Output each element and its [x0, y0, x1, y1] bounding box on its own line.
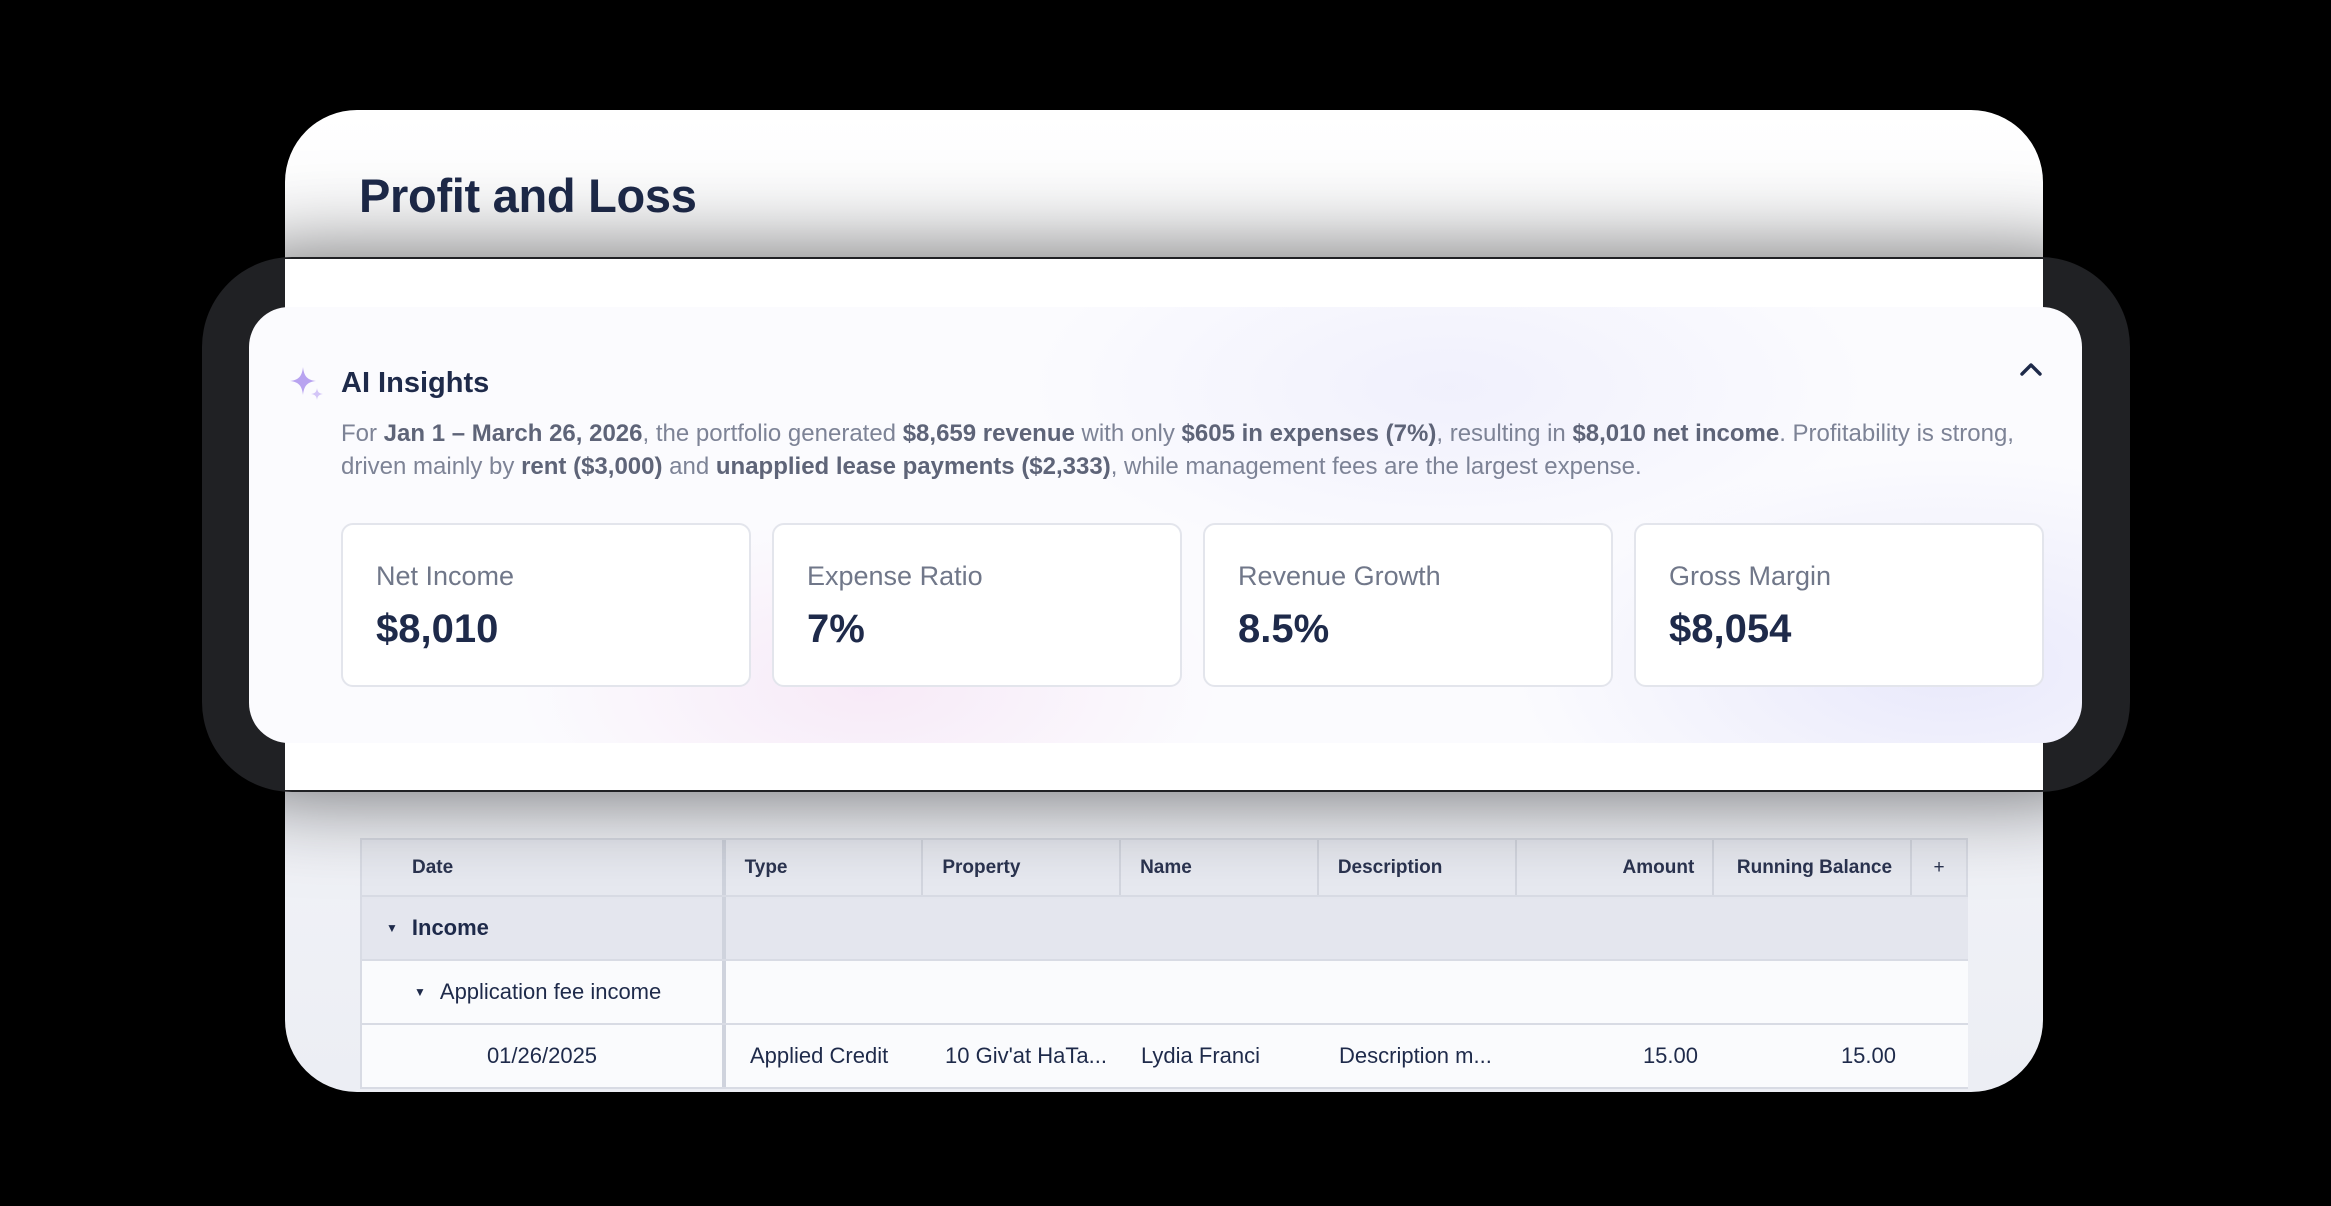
cell-type: Applied Credit — [750, 1043, 889, 1068]
table-row[interactable]: 01/26/2025 Applied Credit 10 Giv'at HaTa… — [360, 1025, 1968, 1089]
metric-label: Net Income — [376, 561, 515, 591]
metric-label: Gross Margin — [1669, 561, 1832, 591]
metric-label: Revenue Growth — [1238, 561, 1441, 591]
summary-date-range: Jan 1 – March 26, 2026 — [383, 420, 643, 447]
column-header-property[interactable]: Property — [923, 840, 1122, 895]
summary-text: , while management fees are the largest … — [1110, 453, 1642, 480]
summary-revenue: $8,659 revenue — [902, 420, 1075, 447]
group-label: Income — [411, 915, 489, 940]
caret-down-icon[interactable]: ▼ — [414, 985, 426, 999]
add-column-button[interactable]: + — [1933, 856, 1945, 878]
insights-summary: For Jan 1 – March 26, 2026, the portfoli… — [341, 417, 2061, 483]
summary-text: , the portfolio generated — [642, 420, 903, 447]
table-header: Date Type Property Name Description Amou… — [360, 838, 1968, 897]
subgroup-row-application-fee[interactable]: ▼ Application fee income — [360, 961, 1968, 1025]
metric-value: 8.5% — [1238, 607, 1330, 651]
page-title: Profit and Loss — [359, 169, 697, 222]
summary-text: , resulting in — [1436, 420, 1573, 447]
transactions-table: Date Type Property Name Description Amou… — [360, 838, 1968, 1089]
ai-insights-title: AI Insights — [341, 367, 490, 399]
column-header-running-balance[interactable]: Running Balance — [1714, 840, 1913, 895]
cell-name: Lydia Franci — [1141, 1043, 1261, 1068]
summary-text: with only — [1074, 420, 1182, 447]
cell-property: 10 Giv'at HaTa... — [945, 1043, 1107, 1068]
summary-text: and — [662, 453, 716, 480]
sparkle-icon — [290, 367, 323, 400]
cell-amount: 15.00 — [1642, 1043, 1698, 1068]
chevron-up-icon[interactable] — [2016, 355, 2046, 385]
caret-down-icon[interactable]: ▼ — [386, 921, 398, 935]
cell-running-balance: 15.00 — [1840, 1043, 1896, 1068]
metric-value: $8,010 — [376, 607, 499, 651]
subgroup-cell: ▼ Application fee income — [362, 961, 726, 1023]
column-header-date[interactable]: Date — [362, 840, 726, 895]
summary-expenses: $605 in expenses (7%) — [1181, 420, 1437, 447]
cell-date: 01/26/2025 — [362, 1025, 726, 1087]
column-header-amount[interactable]: Amount — [1517, 840, 1715, 895]
metric-value: 7% — [807, 607, 865, 651]
metric-card-revenue-growth: Revenue Growth 8.5% — [1203, 523, 1613, 687]
ai-insights-panel: AI Insights For Jan 1 – March 26, 2026, … — [249, 307, 2082, 743]
metric-card-expense-ratio: Expense Ratio 7% — [772, 523, 1182, 687]
subgroup-label: Application fee income — [439, 979, 662, 1004]
metric-label: Expense Ratio — [807, 561, 983, 591]
metric-card-net-income: Net Income $8,010 — [341, 523, 751, 687]
summary-text: . Profitability is strong, driven mainly… — [341, 420, 2014, 480]
column-header-description[interactable]: Description — [1319, 840, 1517, 895]
column-header-name[interactable]: Name — [1121, 840, 1319, 895]
summary-rent: rent ($3,000) — [521, 453, 663, 480]
column-header-type[interactable]: Type — [726, 840, 924, 895]
metric-value: $8,054 — [1669, 607, 1792, 651]
summary-text: For — [341, 420, 384, 447]
summary-unapplied-lease: unapplied lease payments ($2,333) — [715, 453, 1111, 480]
group-cell: ▼ Income — [362, 897, 726, 959]
metric-card-gross-margin: Gross Margin $8,054 — [1634, 523, 2044, 687]
summary-net-income: $8,010 net income — [1572, 420, 1780, 447]
cell-description: Description m... — [1339, 1043, 1492, 1068]
group-row-income[interactable]: ▼ Income — [360, 897, 1968, 961]
